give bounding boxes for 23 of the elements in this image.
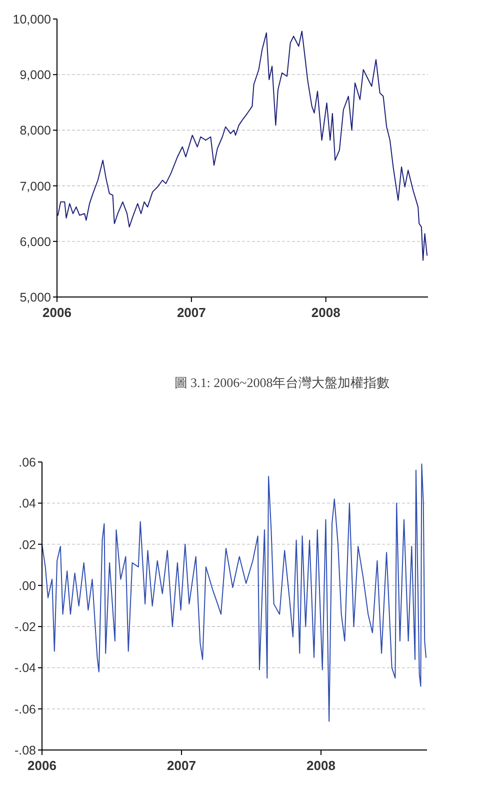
y-tick-label: -.02	[14, 620, 36, 634]
y-tick-label: 9,000	[20, 68, 52, 82]
y-tick-label: 6,000	[20, 234, 52, 249]
x-tick-label: 2008	[306, 758, 336, 773]
line-series	[57, 30, 428, 261]
y-tick-label: 5,000	[20, 290, 52, 304]
y-tick-label: .02	[18, 538, 36, 552]
y-tick-label: .06	[18, 456, 36, 470]
x-tick-label: 2008	[311, 305, 340, 320]
y-tick-label: 7,000	[20, 179, 52, 194]
y-tick-label: 8,000	[20, 124, 52, 138]
y-tick-label: .00	[18, 578, 36, 593]
y-tick-label: 10,000	[12, 12, 52, 26]
x-tick-label: 2006	[28, 758, 56, 773]
caption: 圖 3.1: 2006~2008年台灣大盤加權指數	[174, 375, 390, 390]
y-tick-label: -.08	[14, 744, 36, 758]
y-tick-label: .04	[18, 496, 36, 511]
y-tick-label: -.04	[14, 661, 36, 676]
line-series	[42, 464, 427, 722]
x-tick-label: 2007	[167, 758, 196, 773]
y-tick-label: -.06	[14, 702, 36, 716]
x-tick-label: 2007	[176, 305, 206, 320]
x-tick-label: 2006	[42, 305, 72, 320]
